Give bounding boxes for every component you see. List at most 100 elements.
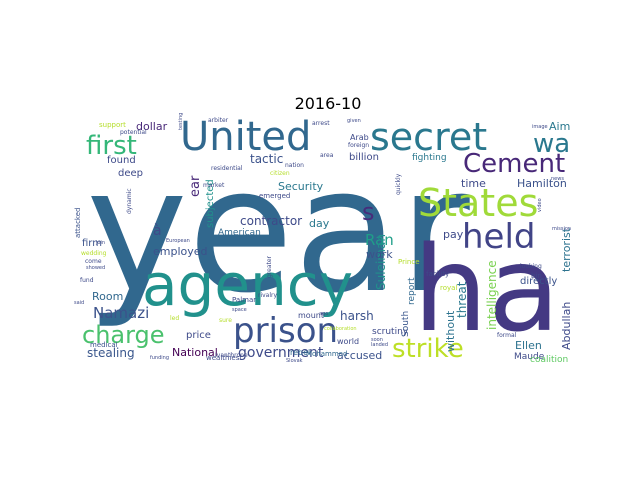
word-held-7: held bbox=[462, 217, 536, 257]
word-led-105: led bbox=[170, 315, 179, 322]
word-government-14: government bbox=[238, 345, 324, 361]
word-subjected-35: subjected bbox=[205, 179, 216, 228]
word-come-86: come bbox=[85, 258, 102, 265]
word-deep-34: deep bbox=[118, 168, 143, 179]
word-year-0: year bbox=[86, 130, 470, 331]
word-employed-37: employed bbox=[153, 245, 208, 258]
word-ha-1: ha bbox=[413, 220, 560, 358]
word-soon-101: soon bbox=[371, 337, 383, 343]
word-ivan-62: Ivan bbox=[215, 352, 228, 359]
word--52: à bbox=[153, 223, 162, 239]
word-intelligence-18: intelligence bbox=[485, 260, 499, 330]
word-bin-78: bin bbox=[531, 272, 542, 280]
word-collaboration-100: collaboration bbox=[324, 326, 357, 332]
word-dynamic-103: dynamic bbox=[126, 188, 133, 214]
word-showed-85: showed bbox=[86, 265, 105, 271]
word-south-55: South bbox=[401, 311, 411, 337]
word-arrest-91: arrest bbox=[312, 120, 330, 127]
word-ear-53: ear bbox=[188, 175, 203, 197]
word-given-92: given bbox=[347, 118, 361, 124]
word-tactic-32: tactic bbox=[250, 152, 283, 166]
word-formal-77: formal bbox=[497, 332, 517, 339]
word-firm-51: firm bbox=[82, 238, 102, 249]
word-threat-23: threat bbox=[455, 281, 469, 318]
word-mount-57: mount bbox=[298, 311, 324, 320]
word-slovak-99: Slovak bbox=[286, 358, 303, 364]
word-ago-109: ago bbox=[319, 311, 328, 317]
word-said-107: said bbox=[74, 300, 84, 306]
word-quickly-83: quickly bbox=[395, 173, 402, 195]
word-fighting-43: fighting bbox=[412, 153, 447, 163]
word-security-30: Security bbox=[278, 180, 324, 193]
word-harsh-26: harsh bbox=[340, 309, 374, 323]
word-ran-15: Ran bbox=[365, 231, 394, 249]
word-maude-49: Maude bbox=[514, 352, 545, 362]
word-space-97: space bbox=[232, 307, 247, 313]
word-scrutiny-46: scrutiny bbox=[372, 327, 409, 337]
word-without-24: without bbox=[444, 310, 457, 352]
word-cement-8: Cement bbox=[463, 149, 565, 179]
word-secret-4: secret bbox=[370, 115, 487, 159]
word-report-45: report bbox=[407, 277, 417, 305]
word-charge-10: charge bbox=[82, 321, 165, 349]
word-national-29: National bbox=[172, 346, 218, 359]
word-wa-12: wa bbox=[533, 129, 570, 159]
word-rebel-58: rebel bbox=[290, 348, 310, 357]
word-suleiman-17: Suleiman bbox=[374, 234, 388, 290]
word-looking-82: looking bbox=[520, 263, 542, 270]
word-landed-102: landed bbox=[371, 342, 388, 348]
word-area-73: area bbox=[320, 152, 334, 159]
word-contractor-22: contractor bbox=[240, 214, 302, 228]
word-pay-41: pay bbox=[443, 228, 464, 241]
word-price-39: price bbox=[186, 330, 211, 341]
word-day-40: day bbox=[309, 217, 330, 230]
word-attacked-66: attacked bbox=[74, 208, 82, 238]
word-support-79: support bbox=[99, 121, 126, 129]
word-palmar-60: Palmar bbox=[232, 296, 256, 304]
word-news-95: news bbox=[551, 176, 564, 182]
word-throne-63: throne bbox=[228, 352, 248, 359]
word-ellen-28: Ellen bbox=[515, 339, 542, 352]
word-strike-11: strike bbox=[392, 334, 464, 364]
word-mohammed-59: Mohammed bbox=[306, 350, 347, 358]
word-european-84: European bbox=[166, 238, 190, 244]
word-room-38: Room bbox=[92, 290, 123, 303]
word-emerged-69: emerged bbox=[259, 192, 290, 200]
word-wealthiest-64: wealthiest bbox=[206, 354, 242, 362]
word-video-96: video bbox=[537, 198, 543, 212]
word-citizen-90: citizen bbox=[270, 170, 290, 177]
word-join-108: join bbox=[95, 240, 105, 246]
word-hamilton-27: Hamilton bbox=[517, 177, 567, 190]
word-american-54: American bbox=[218, 228, 261, 238]
word-namazi-16: Namazi bbox=[93, 304, 149, 322]
word-dollar-31: dollar bbox=[136, 120, 168, 133]
word-arab-71: Arab bbox=[350, 133, 369, 142]
word-nation-70: nation bbox=[285, 162, 304, 169]
word-medical-65: medical bbox=[90, 341, 118, 349]
word-united-3: United bbox=[180, 114, 311, 160]
word-agency-2: agency bbox=[142, 251, 353, 319]
word-testing-89: testing bbox=[178, 113, 184, 130]
chart-title: 2016-10 bbox=[295, 94, 362, 113]
word-mission-94: mission bbox=[552, 226, 571, 232]
word-market-67: market bbox=[203, 182, 225, 189]
word-wedding-87: wedding bbox=[81, 250, 107, 257]
word-image-93: image bbox=[532, 124, 548, 130]
word-time-42: time bbox=[461, 177, 486, 190]
word-rivalry-61: rivalry bbox=[258, 292, 277, 299]
word-greater-104: greater bbox=[266, 255, 273, 278]
word-sure-106: sure bbox=[219, 317, 232, 324]
word-funding-98: funding bbox=[150, 355, 169, 361]
word-abdullah-19: Abdullah bbox=[560, 302, 573, 350]
word-royal-75: royal bbox=[440, 284, 457, 292]
word-accused-25: accused bbox=[337, 349, 382, 362]
word-residential-68: residential bbox=[211, 165, 243, 172]
word-foreign-72: foreign bbox=[348, 142, 369, 149]
word-directly-47: directly bbox=[520, 276, 557, 287]
word-states-5: States bbox=[418, 181, 538, 225]
word-coalition-50: coalition bbox=[530, 355, 568, 365]
word-world-56: world bbox=[337, 337, 359, 346]
